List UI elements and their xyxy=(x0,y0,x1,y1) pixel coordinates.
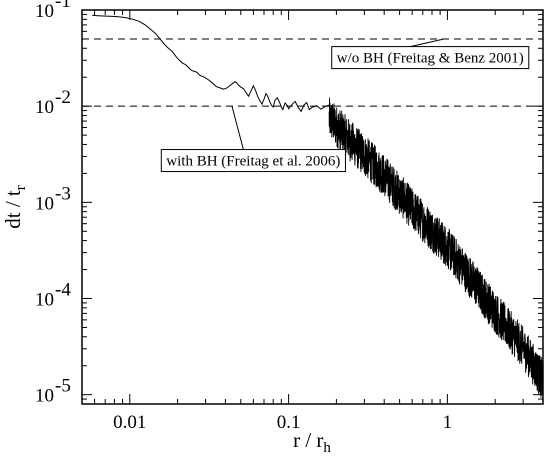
y-tick-label: 10 xyxy=(35,97,54,118)
y-axis-label-main: dt / t xyxy=(1,190,25,229)
annotation-pointer-with-bh xyxy=(231,106,244,150)
y-tick-label-base: 10 xyxy=(35,290,54,311)
y-tick-label: 10 xyxy=(35,193,54,214)
y-tick-label: 10 xyxy=(35,1,54,22)
y-tick-label-base: 10 xyxy=(35,1,54,22)
annotation-box-wo-bh xyxy=(331,46,530,70)
plot-frame xyxy=(81,9,544,405)
annotation-with-bh: with BH (Freitag et al. 2006) xyxy=(166,154,340,170)
y-tick-label-exponent: -2 xyxy=(55,87,71,108)
data-series-line xyxy=(92,14,330,113)
data-series-line-noisy xyxy=(328,97,543,398)
x-tick-label: 1 xyxy=(443,412,453,433)
y-tick-label-base: 10 xyxy=(35,193,54,214)
y-tick-label: 10 xyxy=(35,290,54,311)
y-tick-label: 10 xyxy=(35,386,54,407)
annotation-wo-bh: w/o BH (Freitag & Benz 2001) xyxy=(337,51,524,67)
annotation-pointer-wo-bh xyxy=(410,38,444,48)
annotation-box-with-bh xyxy=(160,149,346,173)
x-axis-label: r / rh xyxy=(293,428,331,456)
y-axis-label: dt / tr xyxy=(1,185,29,229)
y-tick-label-exponent: -5 xyxy=(55,376,71,397)
y-tick-label-base: 10 xyxy=(35,386,54,407)
x-tick-label: 0.1 xyxy=(277,412,301,433)
y-tick-label-base: 10 xyxy=(35,97,54,118)
x-axis-label-sub: h xyxy=(323,440,331,456)
y-tick-label-exponent: -4 xyxy=(55,280,71,301)
x-tick-label: 0.01 xyxy=(113,412,146,433)
y-axis-label-sub: r xyxy=(13,185,29,190)
x-axis-label-main: r / r xyxy=(293,428,323,452)
y-tick-label-exponent: -3 xyxy=(55,183,71,204)
y-tick-label-exponent: -1 xyxy=(55,0,71,12)
